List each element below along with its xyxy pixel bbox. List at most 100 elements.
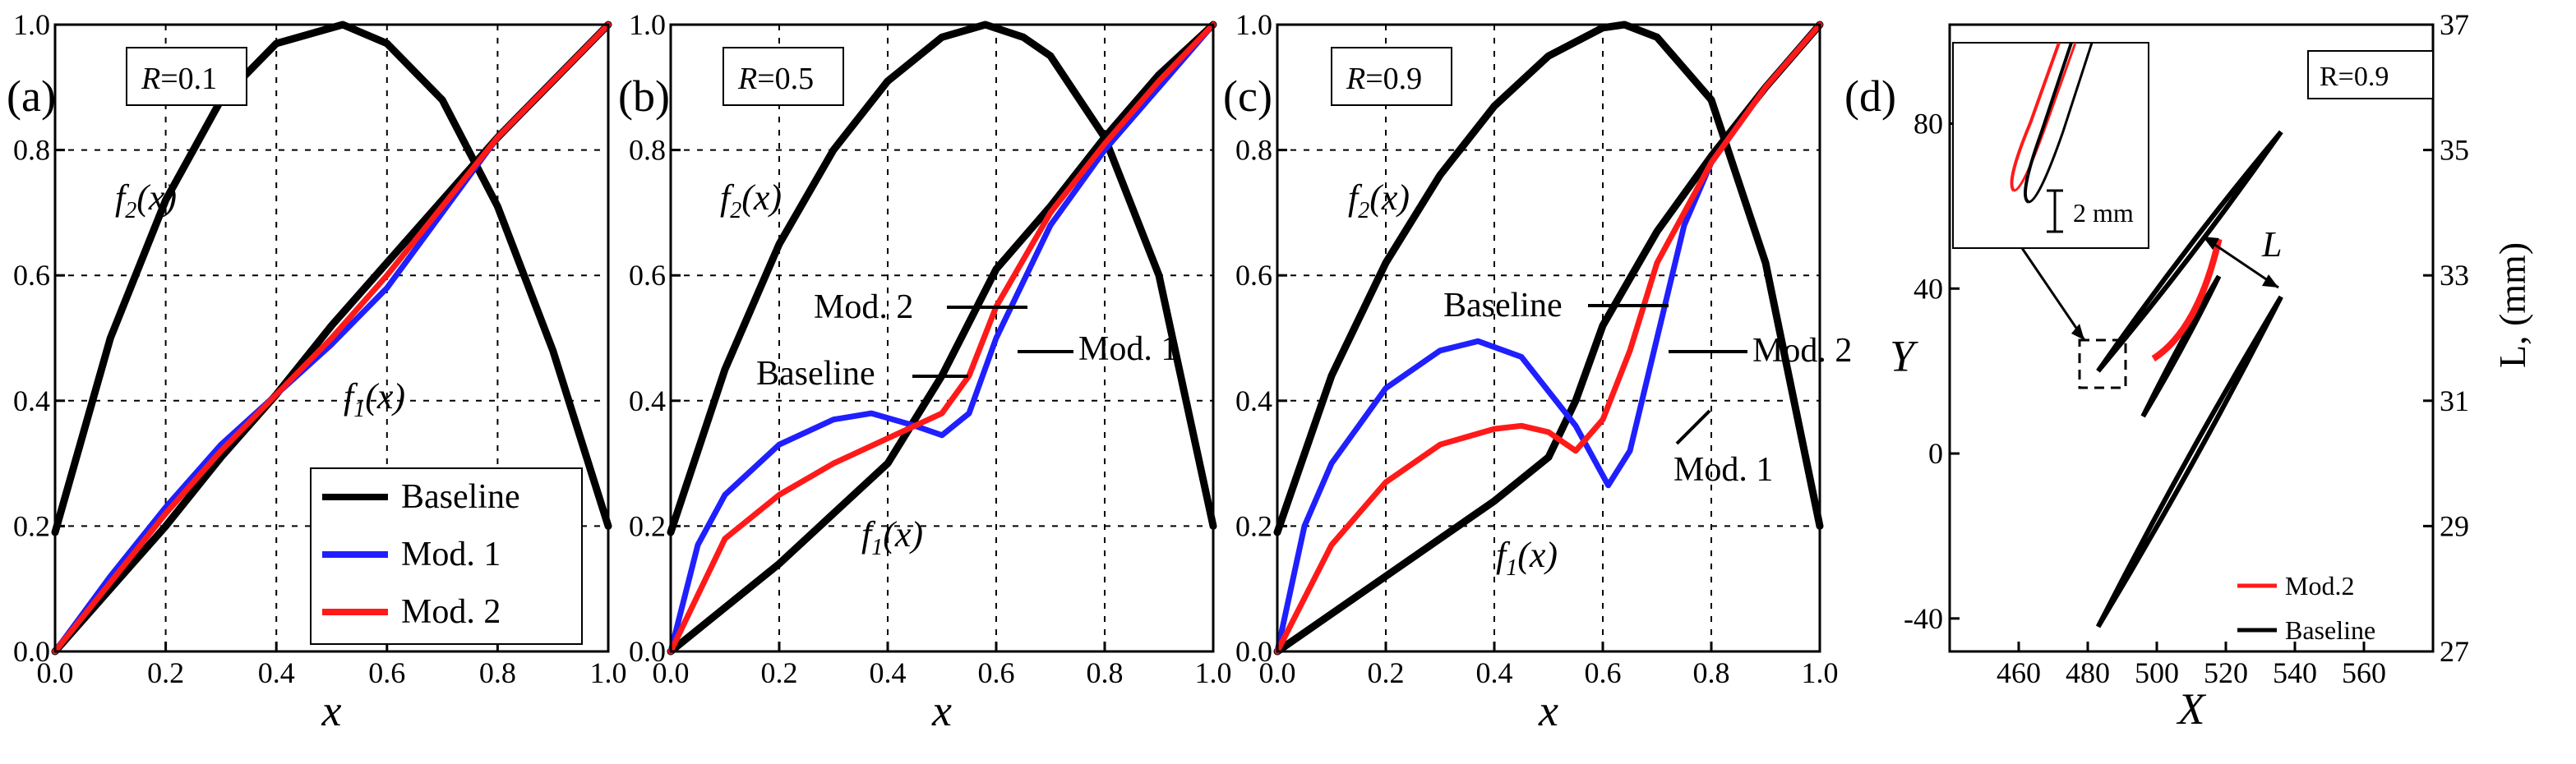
blade-loop-upper: [2096, 130, 2283, 373]
x-axis-label-d: X: [2177, 684, 2207, 734]
legend-a-mod2: Mod. 2: [401, 593, 501, 631]
x-axis-label: x: [1538, 686, 1558, 735]
l-label: L: [2261, 224, 2282, 265]
y-tick-label: 1.0: [13, 8, 50, 41]
x-tick-label: 0.0: [653, 656, 690, 689]
series-mod2: [2151, 238, 2223, 361]
x-axis-label: x: [931, 686, 952, 735]
legend-a-baseline: Baseline: [401, 478, 520, 516]
callout-b-mod2: Mod. 2: [814, 288, 913, 326]
r-box-c: [1331, 47, 1452, 106]
f1-label-a: f1(x): [344, 376, 405, 422]
y-tick-label: 0.2: [13, 509, 50, 542]
y-tick-label: 80: [1914, 107, 1943, 140]
l-arrow: [2202, 235, 2279, 289]
series-mod-1: [667, 21, 1216, 655]
r-annotation-a: R=0.1: [141, 62, 217, 96]
f2-label-c: f2(x): [1348, 177, 1410, 223]
y-tick-label: 1.0: [1235, 8, 1272, 41]
x-tick-label: 1.0: [590, 656, 627, 689]
y2-tick-label: 35: [2440, 134, 2469, 167]
y2-tick-label: 37: [2440, 8, 2469, 41]
inset-mod2-curve: [2010, 42, 2061, 192]
y-tick-label: 0.2: [1235, 509, 1272, 542]
x-tick-label: 0.4: [258, 656, 295, 689]
panel-a: 0.0 0.2 0.4 0.6 0.8 1.0 0.0 0.2 0.4 0.6 0.8 1.0 x: [13, 8, 627, 735]
y-axis-label-d: Y: [1890, 332, 1918, 381]
y-tick-label: 0.4: [1235, 384, 1272, 417]
plot-frame-d: [1948, 23, 2435, 653]
series-mod-2: [667, 21, 1216, 655]
y-tick-label: 0.8: [629, 134, 666, 167]
l-arrow-head-2: [2262, 274, 2278, 288]
panel-d: 460 480 500 520 540 560 -40 0 40 80 27 29 31 33 35 37 X Y…: [1890, 8, 2533, 734]
legend-d-baseline: Baseline: [2285, 615, 2375, 645]
y-tick-label: 1.0: [629, 8, 666, 41]
callout-c-baseline: Baseline: [1443, 287, 1563, 324]
y-tick-label: 0.8: [13, 134, 50, 167]
series-baseline: [1273, 21, 1824, 656]
zoom-pointer: [2020, 247, 2086, 341]
callout-c-mod1: Mod. 1: [1673, 451, 1773, 489]
x-tick-label: 520: [2204, 656, 2248, 689]
x-tick-label: 0.4: [1476, 656, 1513, 689]
blade-loop-lower: [2095, 295, 2283, 628]
x-tick-label: 0.2: [761, 656, 798, 689]
y-tick-label: 0.0: [629, 635, 666, 668]
callout-c-mod2: Mod. 2: [1752, 332, 1852, 370]
inset-baseline-curve: [2023, 42, 2073, 204]
callout-c-mod1-line: [1675, 409, 1711, 445]
series-f2-x-: [1273, 21, 1824, 536]
x-tick-label: 560: [2342, 656, 2386, 689]
plot-frame: [669, 23, 1215, 653]
zoom-region: [2078, 338, 2127, 389]
x-tick-label: 1.0: [1195, 656, 1232, 689]
y2-tick-label: 33: [2440, 259, 2469, 292]
x-tick-label: 1.0: [1802, 656, 1839, 689]
callout-b-mod1: Mod. 1: [1078, 330, 1178, 368]
y2-tick-label: 29: [2440, 509, 2469, 542]
y2-tick-label: 27: [2440, 635, 2469, 668]
x-tick-label: 0.0: [1259, 656, 1296, 689]
x-tick-label: 0.2: [1368, 656, 1405, 689]
x-tick-label: 500: [2135, 656, 2179, 689]
series-f2-x-: [667, 21, 1217, 536]
y-tick-label: 0.6: [13, 259, 50, 292]
r-box-b: [722, 47, 844, 106]
y-tick-label: 0.4: [629, 384, 666, 417]
x-tick-label: 0.8: [1693, 656, 1730, 689]
r-box-d: [2307, 50, 2434, 99]
y-tick-label: 40: [1914, 272, 1943, 305]
f1-label-c: f1(x): [1496, 535, 1558, 581]
x-tick-label: 0.8: [479, 656, 516, 689]
inset-box: [1952, 42, 2149, 249]
r-annotation-d: R=0.9: [2320, 62, 2389, 92]
y-tick-label: 0.6: [629, 259, 666, 292]
y-tick-label: -40: [1904, 602, 1943, 635]
legend-a-mod1: Mod. 1: [401, 536, 501, 573]
x-tick-label: 0.6: [978, 656, 1015, 689]
y2-tick-label: 31: [2440, 384, 2469, 417]
x-tick-label: 0.2: [147, 656, 184, 689]
r-annotation-b: R=0.5: [737, 62, 814, 96]
y-tick-label: 0.6: [1235, 259, 1272, 292]
blade-loop-middle: [2140, 274, 2222, 418]
r-annotation-c: R=0.9: [1346, 62, 1422, 96]
x-tick-label: 0.6: [1585, 656, 1622, 689]
y2-axis-label-d: L, (mm): [2491, 242, 2533, 368]
x-tick-label: 0.8: [1087, 656, 1124, 689]
x-axis-label: x: [321, 686, 342, 735]
f2-label-a: f2(x): [115, 177, 177, 223]
x-tick-label: 540: [2273, 656, 2317, 689]
plot-frame: [53, 23, 610, 653]
f2-label-b: f2(x): [720, 177, 782, 223]
callout-b-baseline: Baseline: [756, 355, 875, 393]
series-mod-2: [1274, 21, 1823, 655]
panel-c: 0.0 0.2 0.4 0.6 0.8 1.0 0.0 0.2 0.4 0.6 0.8 1.0 x: [1235, 8, 1839, 735]
y-tick-label: 0.2: [629, 509, 666, 542]
f1-label-b: f1(x): [861, 514, 923, 560]
x-tick-label: 0.0: [37, 656, 74, 689]
panel-b: 0.0 0.2 0.4 0.6 0.8 1.0 0.0 0.2 0.4 0.6 0.8 1.0 x: [629, 8, 1232, 735]
scale-label: 2 mm: [2073, 198, 2134, 228]
